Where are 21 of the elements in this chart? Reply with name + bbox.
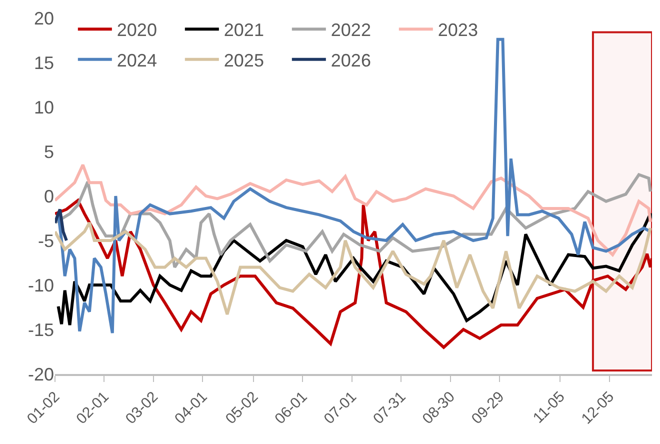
y-tick-label: 5	[44, 142, 54, 162]
line-series	[55, 208, 68, 242]
legend-label: 2021	[224, 20, 264, 40]
y-tick-label: -20	[28, 364, 54, 384]
legend-label: 2024	[116, 50, 157, 70]
y-tick-label: -5	[38, 230, 54, 251]
y-tick-label: -15	[28, 320, 54, 340]
y-tick-label: 15	[34, 52, 54, 73]
line-series	[55, 173, 652, 269]
legend-label: 2022	[330, 20, 371, 40]
y-tick-label: 20	[34, 8, 54, 28]
y-tick-label: 10	[34, 97, 54, 118]
line-series	[55, 221, 652, 316]
legend-label: 2026	[330, 50, 371, 70]
line-series	[55, 163, 652, 256]
y-tick-label: 0	[44, 186, 54, 206]
legend-label: 2023	[438, 20, 478, 40]
y-tick-label: -10	[28, 275, 54, 296]
legend-label: 2025	[224, 50, 264, 70]
line-series	[55, 198, 652, 349]
legend-label: 2020	[116, 20, 157, 40]
